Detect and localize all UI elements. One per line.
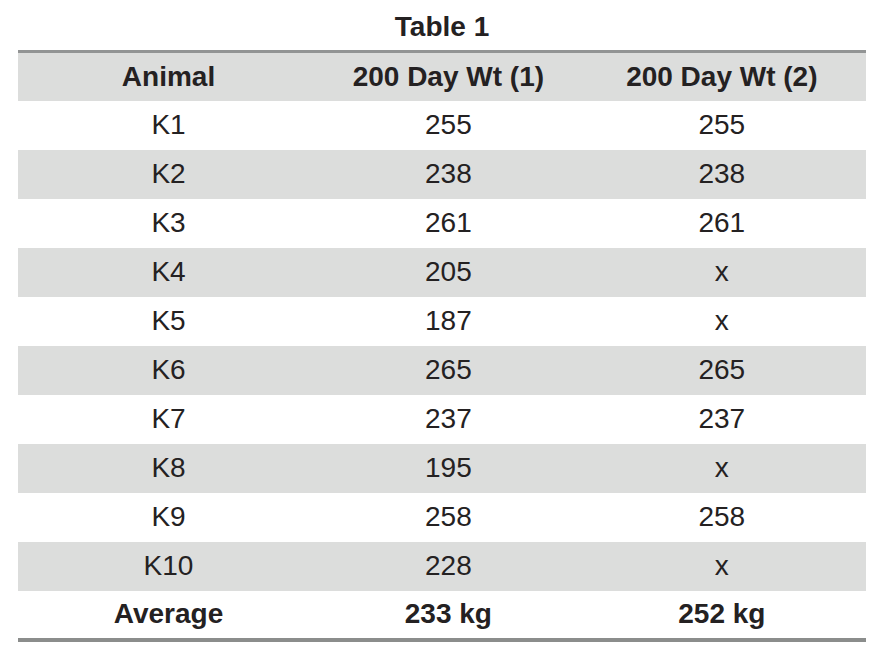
animal-cell: K3 xyxy=(18,199,319,248)
average-label: Average xyxy=(18,591,319,640)
table-row: K2238238 xyxy=(18,150,866,199)
weight-cell: 237 xyxy=(319,395,578,444)
animal-cell: K5 xyxy=(18,297,319,346)
weight-cell: x xyxy=(578,297,866,346)
table-title: Table 1 xyxy=(18,0,866,50)
weight-cell: 265 xyxy=(578,346,866,395)
table-row: K9258258 xyxy=(18,493,866,542)
weight-cell: 195 xyxy=(319,444,578,493)
weight-cell: x xyxy=(578,248,866,297)
weight-cell: 255 xyxy=(319,101,578,150)
table-row: K10228x xyxy=(18,542,866,591)
weight-cell: 238 xyxy=(319,150,578,199)
table-row: K6265265 xyxy=(18,346,866,395)
weight-cell: 258 xyxy=(319,493,578,542)
animal-cell: K10 xyxy=(18,542,319,591)
weight-cell: x xyxy=(578,444,866,493)
table-footer: Average 233 kg 252 kg xyxy=(18,591,866,640)
table-row: K5187x xyxy=(18,297,866,346)
table-row: K7237237 xyxy=(18,395,866,444)
weight-cell: 258 xyxy=(578,493,866,542)
page: Table 1 Animal 200 Day Wt (1) 200 Day Wt… xyxy=(0,0,890,656)
table-header: Animal 200 Day Wt (1) 200 Day Wt (2) xyxy=(18,52,866,101)
data-table: Animal 200 Day Wt (1) 200 Day Wt (2) K12… xyxy=(18,50,866,642)
table-body: K1255255K2238238K3261261K4205xK5187xK626… xyxy=(18,101,866,591)
weight-cell: 238 xyxy=(578,150,866,199)
animal-cell: K8 xyxy=(18,444,319,493)
table-row: K1255255 xyxy=(18,101,866,150)
animal-cell: K4 xyxy=(18,248,319,297)
column-header-200-day-wt-1: 200 Day Wt (1) xyxy=(319,52,578,101)
weight-cell: x xyxy=(578,542,866,591)
weight-cell: 265 xyxy=(319,346,578,395)
animal-cell: K1 xyxy=(18,101,319,150)
weight-cell: 187 xyxy=(319,297,578,346)
animal-cell: K9 xyxy=(18,493,319,542)
table-row: K4205x xyxy=(18,248,866,297)
weight-cell: 228 xyxy=(319,542,578,591)
column-header-200-day-wt-2: 200 Day Wt (2) xyxy=(578,52,866,101)
average-wt1: 233 kg xyxy=(319,591,578,640)
weight-cell: 261 xyxy=(319,199,578,248)
header-row: Animal 200 Day Wt (1) 200 Day Wt (2) xyxy=(18,52,866,101)
weight-cell: 205 xyxy=(319,248,578,297)
animal-cell: K7 xyxy=(18,395,319,444)
weight-cell: 255 xyxy=(578,101,866,150)
average-row: Average 233 kg 252 kg xyxy=(18,591,866,640)
weight-cell: 237 xyxy=(578,395,866,444)
column-header-animal: Animal xyxy=(18,52,319,101)
table-row: K3261261 xyxy=(18,199,866,248)
animal-cell: K6 xyxy=(18,346,319,395)
animal-cell: K2 xyxy=(18,150,319,199)
weight-cell: 261 xyxy=(578,199,866,248)
average-wt2: 252 kg xyxy=(578,591,866,640)
table-row: K8195x xyxy=(18,444,866,493)
